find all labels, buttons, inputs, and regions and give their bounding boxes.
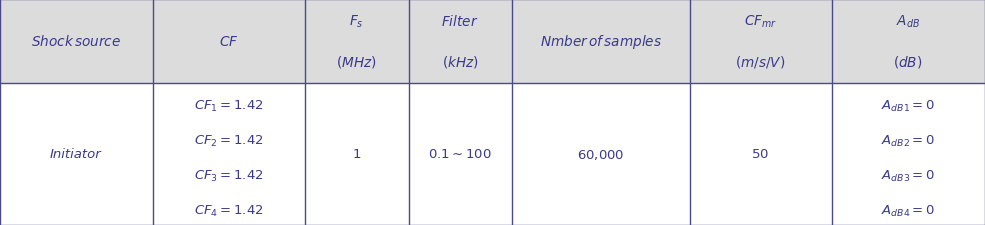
Text: $\mathit{A_{dB3}} = 0$: $\mathit{A_{dB3}} = 0$ [882, 168, 935, 183]
Text: $\mathit{CF}$: $\mathit{CF}$ [219, 35, 238, 49]
Text: $\mathit{(MHz)}$: $\mathit{(MHz)}$ [336, 54, 377, 70]
Bar [690, 0, 832, 83]
Text: $\mathit{CF_2} = 1.42$: $\mathit{CF_2} = 1.42$ [194, 133, 263, 148]
Bar [0, 83, 985, 225]
Text: $\mathit{50}$: $\mathit{50}$ [752, 148, 769, 161]
Text: $\mathit{Shock\/source}$: $\mathit{Shock\/source}$ [31, 34, 121, 49]
Bar [153, 0, 305, 83]
Bar [409, 0, 512, 83]
Text: $\mathit{Nmber\/of\/samples}$: $\mathit{Nmber\/of\/samples}$ [540, 33, 662, 51]
Text: $\mathit{A_{dB1}} = 0$: $\mathit{A_{dB1}} = 0$ [882, 98, 935, 113]
Text: $\mathit{CF_3} = 1.42$: $\mathit{CF_3} = 1.42$ [194, 168, 263, 183]
Text: $\mathit{CF_4} = 1.42$: $\mathit{CF_4} = 1.42$ [194, 203, 263, 218]
Text: $\mathit{60{,}000}$: $\mathit{60{,}000}$ [577, 147, 624, 161]
Text: $\mathit{(kHz)}$: $\mathit{(kHz)}$ [441, 54, 479, 70]
Bar [832, 0, 985, 83]
Bar [512, 0, 690, 83]
Bar [0, 0, 153, 83]
Text: Initiator: Initiator [50, 148, 101, 161]
Text: $\mathit{Filter}$: $\mathit{Filter}$ [441, 14, 479, 29]
Text: $\mathit{1}$: $\mathit{1}$ [352, 148, 361, 161]
Text: $\mathit{A_{dB4}} = 0$: $\mathit{A_{dB4}} = 0$ [882, 203, 935, 218]
Text: $\mathit{CF_1} = 1.42$: $\mathit{CF_1} = 1.42$ [194, 98, 263, 113]
Text: $\mathit{(dB)}$: $\mathit{(dB)}$ [893, 54, 923, 70]
Text: $\mathit{0.1{\sim}100}$: $\mathit{0.1{\sim}100}$ [428, 148, 492, 161]
Text: $\mathit{F_s}$: $\mathit{F_s}$ [350, 13, 363, 29]
Text: $\mathit{(m/s/V)}$: $\mathit{(m/s/V)}$ [735, 54, 786, 70]
Text: $\mathit{A_{dB}}$: $\mathit{A_{dB}}$ [896, 13, 920, 29]
Text: $\mathit{CF_{mr}}$: $\mathit{CF_{mr}}$ [744, 13, 777, 29]
Bar [305, 0, 409, 83]
Text: $\mathit{A_{dB2}} = 0$: $\mathit{A_{dB2}} = 0$ [882, 133, 935, 148]
